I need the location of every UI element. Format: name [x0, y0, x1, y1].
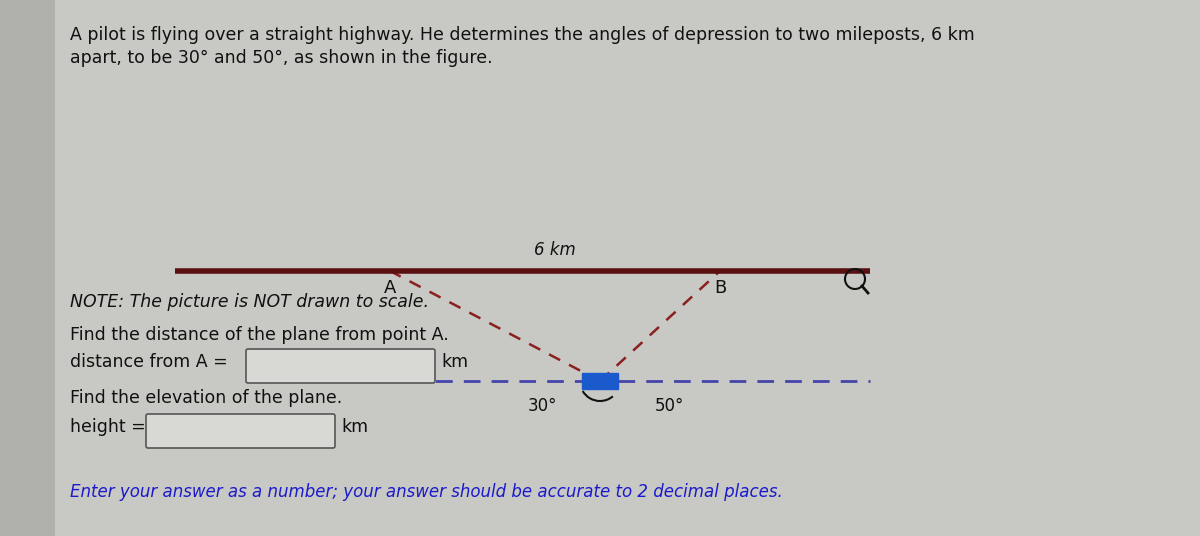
FancyBboxPatch shape	[146, 414, 335, 448]
Text: 50°: 50°	[655, 397, 684, 415]
Text: Find the elevation of the plane.: Find the elevation of the plane.	[70, 389, 342, 407]
Text: Enter your answer as a number; your answer should be accurate to 2 decimal place: Enter your answer as a number; your answ…	[70, 483, 782, 501]
Text: km: km	[341, 418, 368, 436]
Text: distance from A =: distance from A =	[70, 353, 228, 371]
Text: B: B	[714, 279, 726, 297]
FancyBboxPatch shape	[582, 373, 618, 389]
Text: 30°: 30°	[527, 397, 557, 415]
Text: apart, to be 30° and 50°, as shown in the figure.: apart, to be 30° and 50°, as shown in th…	[70, 49, 493, 67]
Text: 6 km: 6 km	[534, 241, 576, 259]
Text: NOTE: The picture is NOT drawn to scale.: NOTE: The picture is NOT drawn to scale.	[70, 293, 430, 311]
Text: height =: height =	[70, 418, 145, 436]
Text: A pilot is flying over a straight highway. He determines the angles of depressio: A pilot is flying over a straight highwa…	[70, 26, 974, 44]
Text: A: A	[384, 279, 396, 297]
FancyBboxPatch shape	[246, 349, 436, 383]
Text: km: km	[442, 353, 468, 371]
Bar	[0, 0, 55, 536]
Text: Find the distance of the plane from point A.: Find the distance of the plane from poin…	[70, 326, 449, 344]
